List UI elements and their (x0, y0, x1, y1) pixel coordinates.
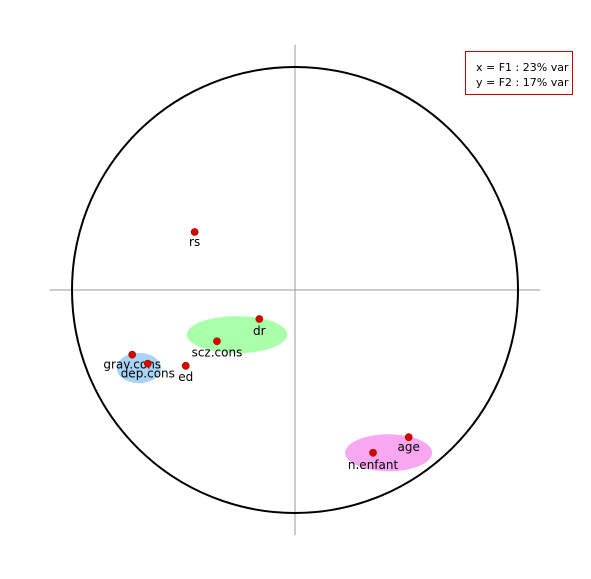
cluster-ellipse-age-n.enfant (345, 434, 433, 472)
point-label-ed: ed (178, 370, 193, 384)
point-label-n-enfant: n.enfant (348, 458, 399, 472)
point-scz-cons (213, 337, 221, 346)
point-label-age: age (398, 440, 420, 454)
variance-legend: x = F1 : 23% var y = F2 : 17% var (465, 51, 573, 95)
point-label-rs: rs (189, 235, 200, 249)
point-label-scz-cons: scz.cons (192, 345, 243, 359)
unit-circle (71, 66, 519, 514)
legend-y-line: y = F2 : 17% var (476, 76, 569, 89)
point-dr (255, 315, 264, 323)
point-ed (181, 361, 190, 370)
legend-x-line: x = F1 : 23% var (476, 61, 569, 74)
point-rs (190, 228, 199, 236)
point-label-dep-cons: dep.cons (121, 367, 175, 381)
point-n-enfant (369, 448, 377, 457)
cluster-ellipse-dr-scz.cons (186, 316, 288, 354)
point-dep-cons (143, 359, 152, 368)
point-age (404, 433, 413, 442)
point-label-dr: dr (253, 324, 266, 338)
point-grav-cons (128, 350, 137, 359)
